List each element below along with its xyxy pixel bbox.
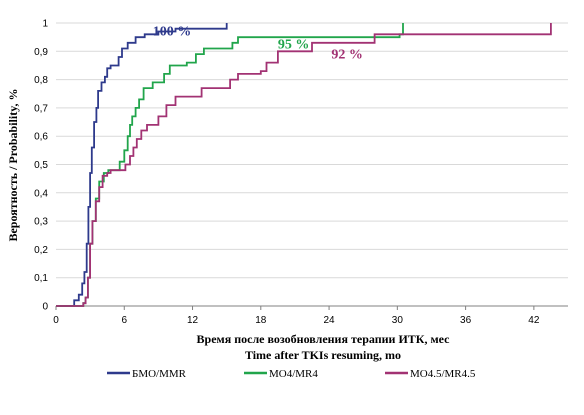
y-axis-title: Вероятность / Probability, % <box>6 88 20 241</box>
x-axis-title: Время после возобновления терапии ИТК, м… <box>197 332 451 346</box>
legend-label-3: МО4.5/MR4.5 <box>410 368 476 380</box>
x-tick-label: 0 <box>53 315 59 326</box>
series-annotation-2: 95 % <box>278 37 310 52</box>
x-tick-label: 6 <box>121 315 127 326</box>
annotations: 100 % 95 % 92 % <box>153 25 363 63</box>
y-tick-label: 0,5 <box>34 160 48 171</box>
y-tick-label: 0,1 <box>34 273 48 284</box>
y-tick-label: 1 <box>42 19 48 30</box>
y-tick-label: 0,3 <box>34 217 48 228</box>
x-tick-label: 24 <box>324 315 336 326</box>
x-tick-label: 42 <box>528 315 540 326</box>
y-tick-label: 0,7 <box>34 103 48 114</box>
y-tick-label: 0,2 <box>34 245 48 256</box>
x-tick-label: 12 <box>187 315 199 326</box>
x-ticks: 0 6 12 18 24 30 36 42 <box>53 306 540 326</box>
y-tick-label: 0,9 <box>34 47 48 58</box>
legend-label-1: БМО/MMR <box>132 368 187 380</box>
x-tick-label: 18 <box>255 315 267 326</box>
y-tick-label: 0,4 <box>34 188 48 199</box>
legend: БМО/MMR МО4/MR4 МО4.5/MR4.5 <box>107 368 476 380</box>
y-ticks: 0 0,1 0,2 0,3 0,4 0,5 0,6 0,7 0,8 0,9 1 <box>34 19 48 313</box>
series-lines <box>56 23 552 307</box>
y-tick-label: 0,6 <box>34 132 48 143</box>
series-annotation-1: 100 % <box>153 25 192 40</box>
x-axis-title-en: Time after TKIs resuming, mo <box>245 348 401 362</box>
x-tick-label: 36 <box>460 315 472 326</box>
x-tick-label: 30 <box>392 315 404 326</box>
legend-label-2: МО4/MR4 <box>269 368 318 380</box>
series-annotation-3: 92 % <box>331 47 363 62</box>
y-tick-label: 0 <box>42 302 48 313</box>
series-line-1 <box>56 23 228 307</box>
y-tick-label: 0,8 <box>34 75 48 86</box>
series-line-3 <box>56 23 552 307</box>
